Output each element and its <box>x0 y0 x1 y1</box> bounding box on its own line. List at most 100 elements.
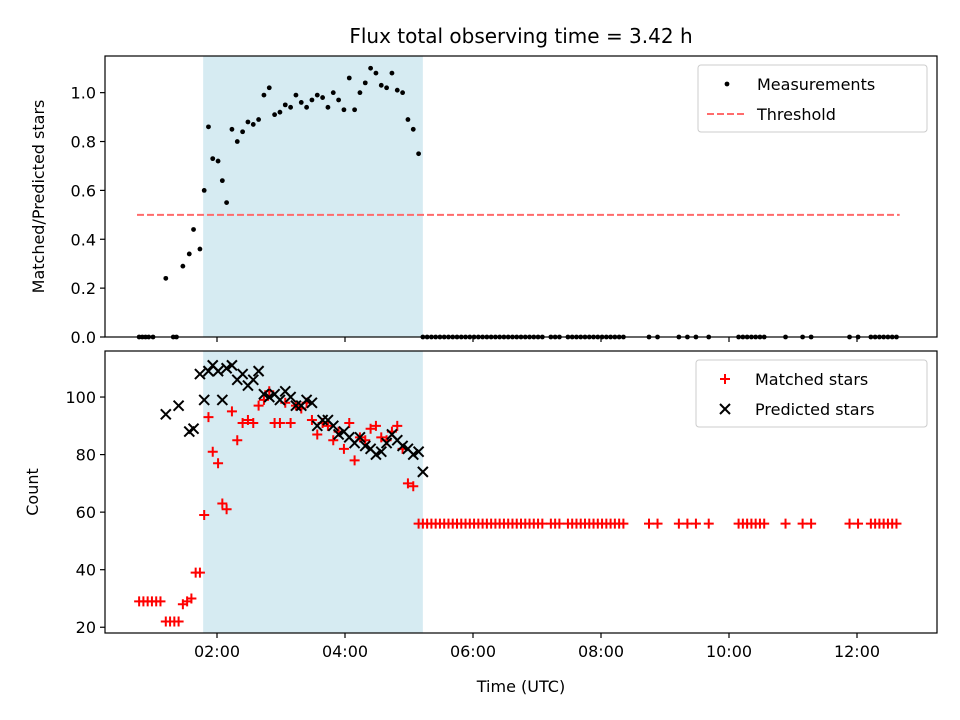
x-axis-label: Time (UTC) <box>476 677 565 696</box>
data-point <box>844 518 855 529</box>
data-point <box>306 415 317 426</box>
legend-label: Threshold <box>756 105 836 124</box>
data-point <box>258 388 270 400</box>
y-tick-label: 60 <box>76 503 96 522</box>
y-tick-label: 0.0 <box>71 328 96 347</box>
data-point <box>203 412 214 423</box>
data-point <box>537 518 548 529</box>
data-point <box>344 417 355 428</box>
data-point <box>396 440 409 452</box>
data-point <box>652 518 663 529</box>
data-point <box>298 100 304 105</box>
data-point <box>288 104 293 110</box>
data-point <box>408 481 419 492</box>
data-point <box>234 139 240 144</box>
chart-title: Flux total observing time = 3.42 h <box>349 24 692 48</box>
data-point <box>236 368 249 380</box>
observing-window-band <box>203 56 423 337</box>
data-point <box>392 420 403 431</box>
plot-frame <box>104 55 938 338</box>
data-point <box>618 518 629 529</box>
y-tick-label: 1.0 <box>71 84 96 103</box>
data-point <box>191 227 196 232</box>
legend-box <box>697 64 928 133</box>
legend: Matched stars Predicted stars <box>695 359 928 428</box>
y-tick-label: 0.2 <box>71 279 96 298</box>
data-point <box>224 200 230 206</box>
data-point <box>199 510 210 521</box>
y-tick-label: 40 <box>76 561 96 580</box>
data-point <box>362 80 368 86</box>
data-point <box>338 443 349 454</box>
data-point <box>322 420 333 431</box>
data-point <box>300 394 313 406</box>
data-point <box>806 518 817 529</box>
data-point <box>370 448 382 461</box>
data-point <box>274 417 285 428</box>
legend-label: Matched stars <box>755 370 868 389</box>
data-point <box>194 368 206 380</box>
data-point <box>304 104 309 110</box>
y-tick-label: 0.4 <box>71 230 96 249</box>
data-point <box>346 75 352 81</box>
data-point <box>186 593 197 604</box>
data-point <box>416 151 421 157</box>
data-point <box>163 275 169 281</box>
data-point <box>690 518 701 529</box>
data-point <box>252 365 265 377</box>
data-point <box>197 246 203 252</box>
x-tick-label: 02:00 <box>194 642 240 661</box>
data-point <box>250 122 256 127</box>
y-axis-label: Count <box>23 468 42 516</box>
data-point <box>797 518 808 529</box>
data-point <box>210 156 216 162</box>
data-point <box>226 406 237 417</box>
data-point <box>242 415 253 426</box>
data-point <box>173 616 184 627</box>
data-point <box>198 394 210 406</box>
data-point <box>206 124 211 130</box>
data-point <box>187 422 200 435</box>
y-axis-label: Matched/Predicted stars <box>29 100 48 294</box>
data-point <box>389 70 395 76</box>
data-point <box>370 420 381 431</box>
x-tick-label: 10:00 <box>706 642 752 661</box>
data-point <box>274 394 286 406</box>
legend-label: Measurements <box>757 75 875 94</box>
data-point <box>240 129 246 135</box>
data-point <box>375 446 387 458</box>
data-point <box>328 435 339 446</box>
data-point <box>384 85 389 91</box>
panel-top: 0.0 0.2 0.4 0.6 0.8 1.0 Matched/Predicted star… <box>29 55 938 347</box>
data-point <box>407 448 419 461</box>
data-point <box>284 391 297 403</box>
data-point <box>261 92 267 98</box>
data-point <box>229 126 235 132</box>
data-point <box>306 397 318 409</box>
legend: Measurements Threshold <box>697 64 928 133</box>
data-point <box>194 567 205 578</box>
data-point <box>400 90 405 96</box>
data-point <box>380 437 393 449</box>
data-point <box>226 359 238 372</box>
data-point <box>349 455 360 466</box>
data-point <box>378 82 384 88</box>
data-point <box>285 417 296 428</box>
data-point <box>266 85 272 91</box>
data-point <box>272 112 277 118</box>
legend-swatch <box>724 81 730 87</box>
data-point <box>220 362 233 374</box>
y-tick-label: 80 <box>76 446 96 465</box>
plot-frame <box>104 350 938 634</box>
data-point <box>293 92 299 98</box>
data-point <box>282 102 288 108</box>
data-point <box>221 504 232 515</box>
data-point <box>332 428 345 441</box>
data-point <box>215 158 221 164</box>
y-tick-label: 0.6 <box>71 181 96 200</box>
data-point <box>314 92 320 98</box>
data-point <box>336 97 341 103</box>
data-point <box>263 391 275 403</box>
data-point <box>357 90 363 96</box>
